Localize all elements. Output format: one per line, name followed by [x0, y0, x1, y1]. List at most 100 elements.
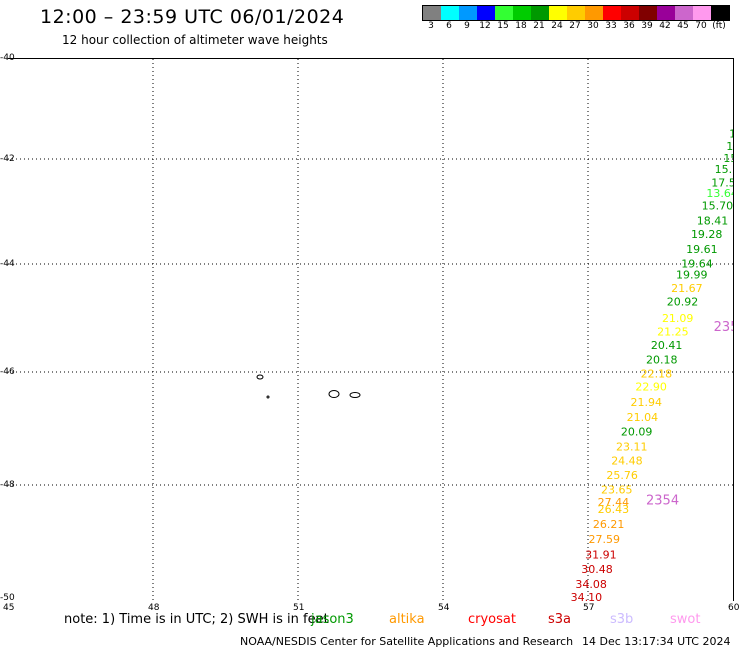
generation-timestamp: 14 Dec 13:17:34 UTC 2024 — [582, 635, 731, 648]
scale-swatch — [423, 6, 441, 20]
map-canvas: 15.15.15.615.517.5013.6415.7018.4119.281… — [8, 59, 733, 601]
scale-label: 39 — [641, 21, 653, 31]
island-outline — [349, 392, 361, 398]
wave-height-observation: 26.21 — [593, 518, 625, 531]
map-subtitle: 12 hour collection of altimeter wave hei… — [62, 33, 328, 47]
scale-label: 3 — [428, 21, 434, 31]
scale-label: 15 — [497, 21, 509, 31]
wave-height-observation: 22.18 — [641, 368, 673, 381]
footer-note: note: 1) Time is in UTC; 2) SWH is in fe… — [64, 612, 329, 627]
wave-height-observation: 23.65 — [601, 484, 633, 497]
scale-swatch — [657, 6, 675, 20]
credit-line: NOAA/NESDIS Center for Satellite Applica… — [240, 635, 574, 648]
scale-label: 27 — [569, 21, 581, 31]
y-tick-label: -40 — [0, 53, 15, 63]
satellite-legend-swot: swot — [670, 612, 701, 627]
scale-swatch — [477, 6, 495, 20]
island-outline — [328, 390, 340, 398]
wave-height-observation: 22.90 — [635, 381, 667, 394]
wave-height-observation: 27.44 — [598, 496, 630, 509]
wave-height-observation: 34.08 — [575, 578, 607, 591]
y-tick-label: -48 — [0, 480, 15, 490]
scale-swatch — [567, 6, 585, 20]
wave-height-observation: 19.61 — [686, 243, 718, 256]
x-tick-label: 57 — [583, 603, 595, 613]
scale-label: 9 — [464, 21, 470, 31]
wave-height-observation: 19.64 — [681, 258, 713, 271]
wave-height-observation: 30.48 — [581, 563, 613, 576]
scale-swatch — [603, 6, 621, 20]
time-label: 2359 — [714, 320, 733, 335]
scale-label: 24 — [551, 21, 563, 31]
wave-height-observation: 34.10 — [571, 591, 603, 601]
scale-swatch — [711, 6, 729, 20]
scale-swatch — [513, 6, 531, 20]
wave-height-observation: 26.43 — [598, 503, 630, 516]
scale-label: 21 — [533, 21, 545, 31]
scale-label: 12 — [479, 21, 491, 31]
x-tick-label: 60 — [728, 603, 740, 613]
wave-height-observation: 31.91 — [585, 549, 617, 562]
island-outline — [256, 374, 264, 380]
scale-swatch — [495, 6, 513, 20]
scale-label: 70 — [695, 21, 707, 31]
scale-swatch — [639, 6, 657, 20]
satellite-legend-jason3: jason3 — [311, 612, 354, 627]
scale-label: 45 — [677, 21, 689, 31]
scale-swatch — [441, 6, 459, 20]
wave-height-observation: 17.50 — [711, 176, 733, 189]
wave-height-observation: 21.67 — [671, 282, 703, 295]
wave-height-observation: 18.41 — [697, 214, 729, 227]
y-tick-label: -44 — [0, 259, 15, 269]
wave-height-observation: 23.11 — [616, 440, 648, 453]
y-tick-label: -42 — [0, 154, 15, 164]
color-scale-bar — [422, 5, 730, 21]
wave-height-observation: 25.76 — [606, 469, 638, 482]
scale-swatch — [621, 6, 639, 20]
scale-label: 6 — [446, 21, 452, 31]
wave-height-observation: 20.41 — [651, 339, 683, 352]
scale-label: (ft) — [712, 21, 726, 31]
scale-swatch — [585, 6, 603, 20]
scale-label: 36 — [623, 21, 635, 31]
map-title: 12:00 – 23:59 UTC 06/01/2024 — [40, 6, 345, 28]
wave-height-observation: 13.64 — [706, 187, 733, 200]
wave-height-observation: 21.25 — [657, 325, 689, 338]
scale-swatch — [459, 6, 477, 20]
x-tick-label: 48 — [148, 603, 160, 613]
wave-height-observation: 15.6 — [723, 152, 733, 165]
wave-height-observation: 21.09 — [662, 312, 694, 325]
island-outline — [266, 395, 270, 399]
wave-height-observation: 15. — [726, 140, 733, 153]
scale-swatch — [675, 6, 693, 20]
wave-height-observation: 24.48 — [611, 454, 643, 467]
satellite-legend-altika: altika — [389, 612, 425, 627]
wave-height-observation: 15.70 — [702, 200, 733, 213]
wave-height-observation: 19.99 — [676, 269, 708, 282]
map-plot-area: 15.15.15.615.517.5013.6415.7018.4119.281… — [8, 58, 734, 601]
wave-height-observation: 21.94 — [631, 396, 663, 409]
y-tick-label: -46 — [0, 367, 15, 377]
scale-swatch — [531, 6, 549, 20]
y-tick-label: -50 — [0, 593, 15, 603]
satellite-legend-s3b: s3b — [610, 612, 634, 627]
scale-swatch — [693, 6, 711, 20]
wave-height-observation: 27.59 — [588, 533, 620, 546]
scale-label: 18 — [515, 21, 527, 31]
wave-height-observation: 15. — [729, 128, 733, 141]
x-tick-label: 54 — [438, 603, 450, 613]
satellite-legend-s3a: s3a — [548, 612, 572, 627]
scale-label: 30 — [587, 21, 599, 31]
wave-height-observation: 21.04 — [627, 411, 659, 424]
scale-label: 42 — [659, 21, 671, 31]
wave-height-observation: 19.28 — [691, 228, 723, 241]
wave-height-observation: 20.09 — [621, 426, 653, 439]
scale-swatch — [549, 6, 567, 20]
wave-height-observation: 20.18 — [646, 354, 678, 367]
satellite-legend-cryosat: cryosat — [468, 612, 516, 627]
scale-label: 33 — [605, 21, 617, 31]
wave-height-observation: 15.5 — [715, 163, 733, 176]
wave-height-observation: 20.92 — [667, 296, 699, 309]
x-tick-label: 51 — [293, 603, 305, 613]
time-label: 2354 — [646, 494, 679, 509]
